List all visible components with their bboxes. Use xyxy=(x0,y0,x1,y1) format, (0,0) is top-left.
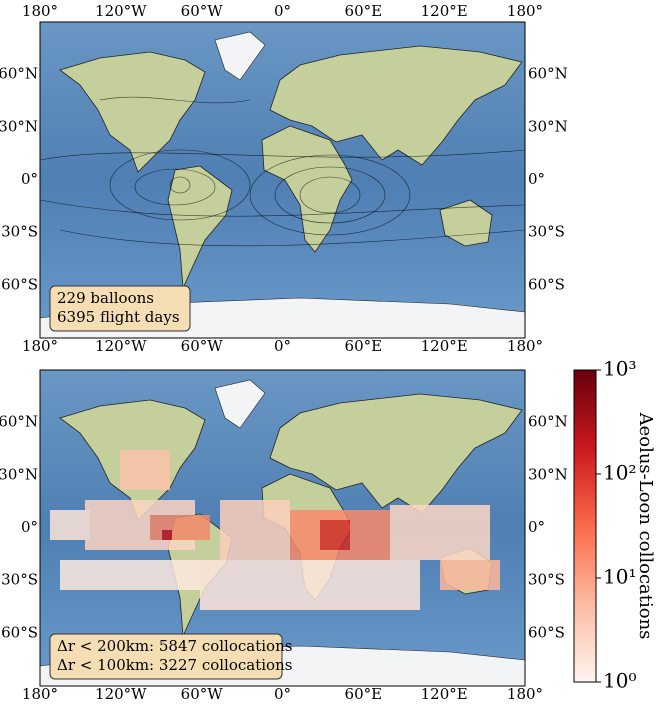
collocation-cells xyxy=(50,450,500,610)
y-label: 60°S xyxy=(528,275,565,293)
annotation-box xyxy=(49,633,283,680)
x-label: 120°E xyxy=(421,2,468,20)
x-label: 60°W xyxy=(181,337,224,355)
y-label: 60°N xyxy=(528,65,568,83)
colorbar xyxy=(573,369,597,683)
x-label: 120°E xyxy=(421,685,468,703)
x-label: 180° xyxy=(507,2,543,20)
x-label: 180° xyxy=(507,685,543,703)
colorbar-tick-label: 10¹ xyxy=(603,565,636,589)
x-label: 180° xyxy=(22,337,58,355)
annotation: 6395 flight days xyxy=(57,308,180,326)
y-label: 30°N xyxy=(528,117,568,135)
annotation: 229 balloons xyxy=(57,289,154,307)
annotation-box xyxy=(49,285,191,332)
y-label: 30°S xyxy=(528,223,565,241)
y-label: 30°S xyxy=(1,571,38,589)
colorbar-tick-label: 10³ xyxy=(603,357,636,381)
colorbar-tick-label: 10⁰ xyxy=(603,669,636,693)
y-label: 30°N xyxy=(0,117,38,135)
x-label: 60°E xyxy=(345,685,383,703)
x-label: 120°W xyxy=(95,2,147,20)
y-label: 30°S xyxy=(528,571,565,589)
x-label: 120°W xyxy=(95,685,147,703)
y-label: 60°S xyxy=(528,623,565,641)
y-label: 0° xyxy=(21,518,38,536)
x-label: 60°E xyxy=(345,337,383,355)
x-label: 120°W xyxy=(95,337,147,355)
x-label: 0° xyxy=(274,2,291,20)
x-label: 0° xyxy=(274,337,291,355)
map-top xyxy=(39,21,526,339)
x-label: 60°W xyxy=(181,685,224,703)
y-label: 60°S xyxy=(1,623,38,641)
x-label: 0° xyxy=(274,685,291,703)
x-label: 60°W xyxy=(181,2,224,20)
map-bottom xyxy=(39,369,526,687)
colorbar-label: Aeolus-Loon collocations xyxy=(635,412,656,640)
annotation: Δr < 100km: 3227 collocations xyxy=(57,656,292,674)
y-label: 60°S xyxy=(1,275,38,293)
x-label: 60°E xyxy=(345,2,383,20)
annotation: Δr < 200km: 5847 collocations xyxy=(57,637,292,655)
y-label: 0° xyxy=(528,170,545,188)
colorbar-tick-label: 10² xyxy=(603,461,636,485)
y-label: 60°N xyxy=(0,65,38,83)
x-label: 180° xyxy=(507,337,543,355)
x-label: 180° xyxy=(22,2,58,20)
y-label: 30°N xyxy=(528,465,568,483)
y-label: 60°N xyxy=(528,413,568,431)
x-label: 120°E xyxy=(421,337,468,355)
balloon-tracks xyxy=(40,96,525,247)
y-label: 30°S xyxy=(1,223,38,241)
x-label: 180° xyxy=(22,685,58,703)
y-label: 60°N xyxy=(0,413,38,431)
y-label: 0° xyxy=(528,518,545,536)
y-label: 30°N xyxy=(0,465,38,483)
y-label: 0° xyxy=(21,170,38,188)
